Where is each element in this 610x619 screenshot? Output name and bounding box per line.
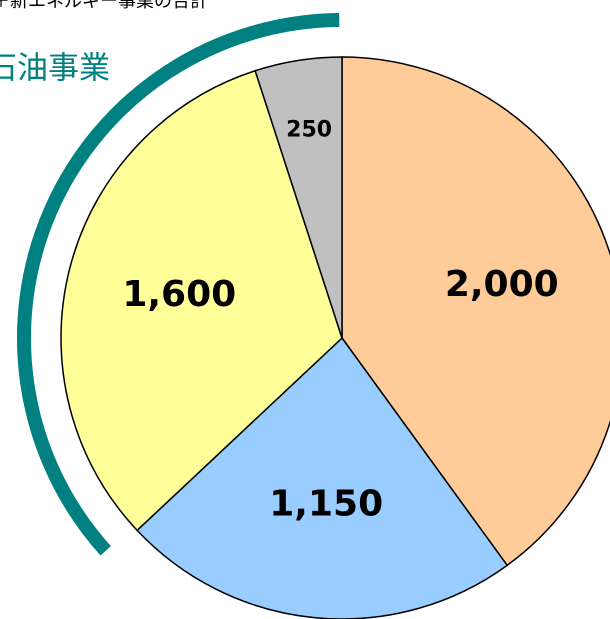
annotation: ＋新エネルギー事業の合計 — [0, 0, 208, 12]
annotation: 石油事業 — [0, 51, 110, 87]
data-label: 2,000 — [445, 264, 559, 305]
bracket-arc — [17, 13, 340, 556]
pie-slice — [341, 56, 610, 567]
pie-slice — [60, 69, 343, 532]
pie-slice — [136, 336, 509, 619]
pie-slice — [254, 56, 343, 339]
data-label: 1,600 — [122, 274, 236, 315]
data-label: 250 — [286, 118, 332, 143]
data-label: 1,150 — [269, 483, 383, 524]
